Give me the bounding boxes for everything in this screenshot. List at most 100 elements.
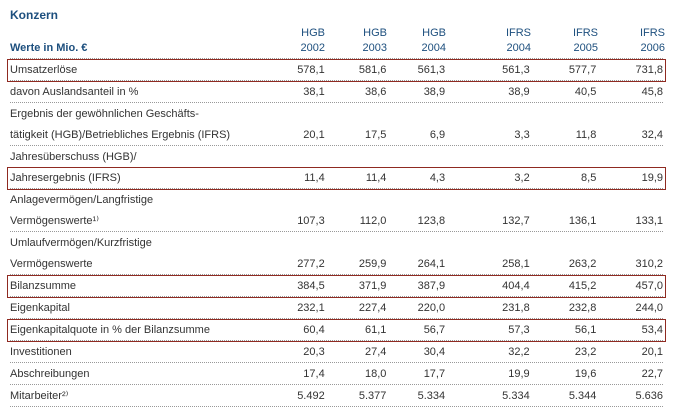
- column-year-label: 2004: [421, 42, 446, 54]
- value-cell: 32,4: [641, 128, 663, 141]
- value-cell: 56,1: [574, 323, 597, 336]
- value-cell: 5.377: [358, 389, 387, 402]
- row-label: Vermögenswerte: [10, 257, 93, 270]
- value-cell: 132,7: [502, 214, 530, 227]
- table-row: Eigenkapital 232,1 227,4 220,0 231,8 232,8 244…: [10, 297, 663, 319]
- row-label: Umsatzerlöse: [10, 63, 78, 76]
- table-row: Abschreibungen 17,4 18,0 17,7 19,9 19,6 22,7: [10, 363, 663, 385]
- column-year-label: 2006: [640, 42, 665, 54]
- value-cell: 17,4: [303, 367, 325, 380]
- value-cell: 61,1: [364, 323, 387, 336]
- value-cell: 32,2: [508, 345, 530, 358]
- value-cell: 371,9: [358, 279, 387, 292]
- value-cell: 264,1: [417, 257, 446, 270]
- value-cell: 404,4: [502, 279, 530, 292]
- value-cell: 11,4: [365, 171, 387, 184]
- row-label: Investitionen: [10, 345, 72, 358]
- row-label: tätigkeit (HGB)/Betriebliches Ergebnis (…: [10, 128, 231, 141]
- page-title: Konzern: [10, 8, 58, 22]
- value-cell: 731,8: [635, 63, 663, 76]
- row-label-line: Ergebnis der gewöhnlichen Geschäfts-: [10, 107, 199, 120]
- column-standard-label: IFRS: [505, 27, 531, 39]
- table-row: Umsatzerlöse 578,1 581,6 561,3 561,3 577,7 731…: [7, 59, 666, 82]
- value-cell: 38,1: [303, 85, 325, 98]
- value-cell: 20,3: [303, 345, 325, 358]
- value-cell: 123,8: [417, 214, 446, 227]
- row-label: Mitarbeiter²⁾: [10, 390, 69, 402]
- table-row: Mitarbeiter²⁾ 5.492 5.377 5.334 5.334 5.344 5.…: [10, 385, 663, 407]
- column-header-hgb-2004: HGB 2004: [387, 26, 446, 56]
- column-header-hgb-2002: HGB 2002: [268, 26, 325, 56]
- value-cell: 227,4: [358, 301, 387, 314]
- value-cell: 27,4: [364, 345, 387, 358]
- value-cell: 17,5: [364, 128, 387, 141]
- value-cell: 18,0: [364, 367, 387, 380]
- values-unit-label: Werte in Mio. €: [10, 42, 88, 54]
- value-cell: 38,9: [423, 85, 446, 98]
- table-row: Umlaufvermögen/Kurzfristige Vermögenswert…: [10, 232, 663, 275]
- value-cell: 136,1: [568, 214, 597, 227]
- value-cell: 6,9: [429, 128, 446, 141]
- value-cell: 112,0: [359, 214, 387, 227]
- value-cell: 23,2: [574, 345, 597, 358]
- value-cell: 259,9: [358, 257, 387, 270]
- value-cell: 415,2: [568, 279, 597, 292]
- value-cell: 231,8: [502, 301, 530, 314]
- row-label-line: Anlagevermögen/Langfristige: [10, 193, 154, 206]
- value-cell: 40,5: [574, 85, 597, 98]
- row-label: Eigenkapitalquote in % der Bilanzsumme: [10, 323, 210, 336]
- value-cell: 53,4: [641, 323, 663, 336]
- value-cell: 11,8: [575, 128, 597, 141]
- table-header-row: Werte in Mio. € HGB 2002 HGB 2003 HGB 2004 IFR…: [10, 26, 665, 59]
- column-header-ifrs-2005: IFRS 2005: [531, 26, 598, 56]
- value-cell: 60,4: [303, 323, 325, 336]
- value-cell: 38,6: [364, 85, 387, 98]
- value-cell: 19,9: [508, 367, 530, 380]
- value-cell: 561,3: [417, 63, 446, 76]
- value-cell: 5.334: [417, 389, 446, 402]
- value-cell: 310,2: [635, 257, 663, 270]
- value-cell: 57,3: [508, 323, 530, 336]
- value-cell: 20,1: [641, 345, 663, 358]
- value-cell: 244,0: [635, 301, 663, 314]
- value-cell: 387,9: [417, 279, 446, 292]
- value-cell: 22,7: [641, 367, 663, 380]
- table-row: Bilanzsumme 384,5 371,9 387,9 404,4 415,2 457,…: [7, 275, 666, 298]
- value-cell: 8,5: [581, 171, 597, 184]
- column-year-label: 2005: [573, 42, 598, 54]
- row-label: Vermögenswerte¹⁾: [10, 215, 99, 227]
- value-cell: 56,7: [423, 323, 446, 336]
- value-cell: 3,3: [514, 128, 530, 141]
- table-row: Investitionen 20,3 27,4 30,4 32,2 23,2 20,1: [10, 341, 663, 363]
- column-standard-label: HGB: [363, 27, 387, 39]
- column-headers: HGB 2002 HGB 2003 HGB 2004 IFRS 2004 IFRS 2005 IFR…: [268, 26, 665, 56]
- value-cell: 19,6: [574, 367, 597, 380]
- column-header-ifrs-2006: IFRS 2006: [598, 26, 665, 56]
- row-label-line: Jahresüberschuss (HGB)/: [10, 150, 137, 163]
- column-year-label: 2003: [362, 42, 387, 54]
- column-year-label: 2004: [506, 42, 531, 54]
- value-cell: 232,1: [297, 301, 325, 314]
- table-body: Umsatzerlöse 578,1 581,6 561,3 561,3 577,7 731…: [7, 59, 666, 407]
- table-row: davon Auslandsanteil in % 38,1 38,6 38,9 38,…: [10, 81, 663, 103]
- row-label: Bilanzsumme: [10, 279, 77, 292]
- value-cell: 561,3: [502, 63, 530, 76]
- value-cell: 133,1: [635, 214, 663, 227]
- table-row: Jahresüberschuss (HGB)/ Jahresergebnis (I…: [7, 146, 666, 190]
- row-label: Eigenkapital: [10, 301, 70, 314]
- value-cell: 4,3: [429, 171, 446, 184]
- column-standard-label: IFRS: [572, 27, 598, 39]
- value-cell: 581,6: [358, 63, 387, 76]
- row-label: davon Auslandsanteil in %: [10, 85, 139, 98]
- value-cell: 19,9: [641, 171, 663, 184]
- value-cell: 30,4: [423, 345, 446, 358]
- value-cell: 232,8: [568, 301, 597, 314]
- row-label: Abschreibungen: [10, 367, 90, 380]
- value-cell: 107,3: [297, 214, 325, 227]
- table-row: Anlagevermögen/Langfristige Vermögenswert…: [10, 189, 663, 232]
- column-standard-label: IFRS: [639, 27, 665, 39]
- value-cell: 258,1: [502, 257, 530, 270]
- column-header-hgb-2003: HGB 2003: [325, 26, 387, 56]
- value-cell: 384,5: [297, 279, 325, 292]
